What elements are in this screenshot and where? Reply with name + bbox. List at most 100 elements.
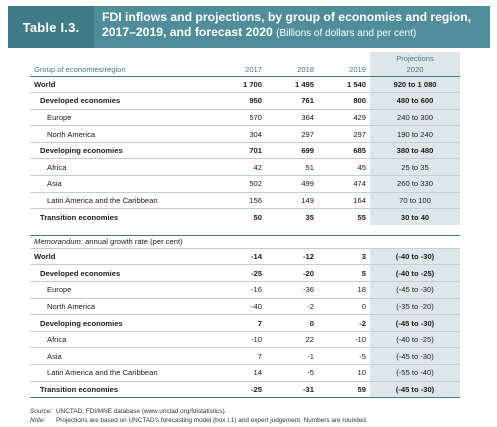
value-2017: 50	[253, 212, 262, 222]
row-label: Africa	[30, 331, 214, 349]
value-2020-projection: 240 to 300	[370, 109, 460, 127]
value-2018: 0	[266, 314, 318, 332]
table-row: Transition economies -25 -31 59 (-45 to -30)	[30, 381, 460, 399]
title-units: (Billions of dollars and per cent)	[276, 28, 417, 39]
value-2019: 18	[318, 281, 370, 299]
value-2017: 502	[214, 175, 266, 193]
row-label: World	[30, 248, 214, 266]
row-label: North America	[30, 298, 214, 316]
table-row: World 1 700 1 495 1 540 920 to 1 080	[30, 76, 460, 94]
footnotes: Source: UNCTAD, FDI/MNE database (www.unc…	[30, 408, 490, 425]
table-row: Transition economies 50 35 55 30 to 40	[30, 208, 460, 226]
value-2019: 3	[318, 248, 370, 266]
value-2018: 35	[305, 212, 314, 222]
title-line-1: FDI inflows and projections, by group of…	[102, 10, 472, 24]
value-2019: 10	[318, 364, 370, 382]
row-label: Asia	[30, 347, 214, 365]
value-2018: 699	[266, 142, 318, 160]
value-2018: 761	[266, 92, 318, 110]
source-note: Source: UNCTAD, FDI/MNE database (www.unc…	[30, 408, 227, 415]
table-row: World -14 -12 3 (-40 to -30)	[30, 248, 460, 266]
table-number: Table I.3.	[8, 6, 94, 48]
note-line: Note: Projections are based on UNCTAD's f…	[30, 416, 368, 424]
value-2020-projection: (-45 to -30)	[370, 314, 460, 332]
row-label: World	[30, 76, 214, 94]
value-2017: 156	[214, 192, 266, 210]
row-label: Africa	[30, 158, 214, 177]
memo-row: Memorandum: annual growth rate (per cent…	[30, 235, 460, 249]
table-row: Asia 502 499 474 260 to 330	[30, 175, 460, 193]
value-2017: 7	[214, 347, 266, 365]
value-2017: 701	[214, 142, 266, 160]
value-2017: 7	[214, 314, 266, 332]
row-label: North America	[30, 125, 214, 143]
value-2019: -2	[318, 314, 370, 332]
value-2018: -36	[266, 281, 318, 299]
col-2020: 2020	[370, 64, 460, 77]
row-label: Developing economies	[30, 314, 214, 332]
value-2020-projection: 70 to 100	[370, 192, 460, 210]
header-row-projections: Projections	[30, 52, 460, 64]
table-row: Developing economies 701 699 685 380 to 480	[30, 142, 460, 160]
row-label: Europe	[30, 281, 214, 299]
table-row: Latin America and the Caribbean 14 -5 10 (-5…	[30, 364, 460, 382]
value-2018: -2	[266, 298, 318, 316]
value-2019: 474	[318, 175, 370, 193]
table-row: Developed economies -25 -20 5 (-40 to -25)	[30, 264, 460, 283]
value-2018: -31	[266, 381, 318, 399]
value-2019: 5	[318, 264, 370, 283]
col-label: Group of economies/region	[30, 64, 214, 77]
memo-label: Memorandum:	[34, 237, 83, 247]
row-label: Europe	[30, 109, 214, 127]
value-2018: -5	[266, 364, 318, 382]
value-2020-projection: (-40 to -30)	[370, 248, 460, 266]
col-projections: Projections	[370, 52, 460, 64]
value-2019: 800	[318, 92, 370, 110]
value-2019: -10	[318, 331, 370, 349]
value-2019: 164	[318, 192, 370, 210]
row-label: Latin America and the Caribbean	[30, 364, 214, 382]
value-2018: -12	[266, 248, 318, 266]
row-label: Transition economies	[40, 212, 119, 222]
table-row: Developed economies 950 761 800 480 to 600	[30, 92, 460, 110]
value-2019: 685	[318, 142, 370, 160]
table-row: Africa 42 51 45 25 to 35	[30, 158, 460, 177]
value-2017: -16	[214, 281, 266, 299]
value-2019: 45	[318, 158, 370, 177]
row-label: Transition economies	[30, 381, 214, 399]
row-label: Asia	[30, 175, 214, 193]
value-2018: 1 495	[266, 76, 318, 94]
value-2017: -25	[214, 264, 266, 283]
value-2017: 14	[214, 364, 266, 382]
value-2019: 297	[318, 125, 370, 143]
value-2020-projection: 25 to 35	[370, 158, 460, 177]
value-2017: -25	[214, 381, 266, 399]
value-2020-projection: (-45 to -30)	[370, 347, 460, 365]
value-2018: 364	[266, 109, 318, 127]
header-row: Group of economies/region 2017 2018 2019…	[30, 64, 460, 77]
value-2018: 51	[266, 158, 318, 177]
table-row: Africa -10 22 -10 (-40 to -25)	[30, 331, 460, 349]
value-2020-projection: (-45 to -30)	[370, 381, 460, 399]
table-row: North America -40 -2 0 (-35 to -20)	[30, 298, 460, 316]
value-2017: -14	[214, 248, 266, 266]
row-label: Latin America and the Caribbean	[30, 192, 214, 210]
value-2019: 1 540	[318, 76, 370, 94]
value-2020-projection: (-35 to -20)	[370, 298, 460, 316]
value-2020-projection: 380 to 480	[370, 142, 460, 160]
table-row: Europe -16 -36 18 (-45 to -30)	[30, 281, 460, 299]
value-2020-projection: (-40 to -25)	[370, 331, 460, 349]
memo-separator	[30, 225, 460, 236]
value-2017: 42	[214, 158, 266, 177]
value-2020-projection: 260 to 330	[370, 175, 460, 193]
value-2019: 0	[318, 298, 370, 316]
memo-label-rest: annual growth rate (per cent)	[82, 237, 183, 247]
table-header: Table I.3. FDI inflows and projections, …	[8, 6, 490, 48]
value-2019: 59	[318, 381, 370, 399]
value-2019: 429	[318, 109, 370, 127]
table-row: Asia 7 -1 -5 (-45 to -30)	[30, 347, 460, 365]
col-2018: 2018	[266, 64, 318, 77]
value-2020-projection: 190 to 240	[370, 125, 460, 143]
value-2020-projection: 480 to 600	[370, 92, 460, 110]
value-2018: -1	[266, 347, 318, 365]
